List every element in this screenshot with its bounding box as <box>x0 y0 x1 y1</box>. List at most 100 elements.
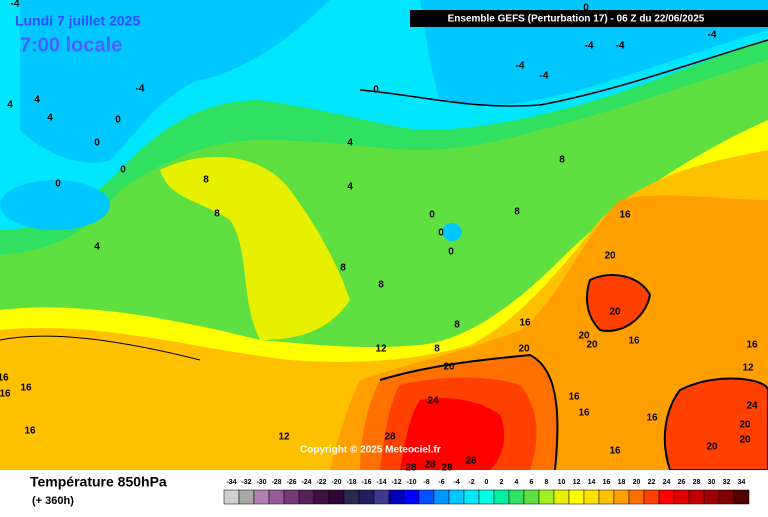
contour-label: 16 <box>519 318 531 329</box>
run-info: Ensemble GEFS (Perturbation 17) - 06 Z d… <box>448 14 705 25</box>
legend-swatch <box>568 489 585 505</box>
legend-swatch <box>553 489 570 505</box>
legend-label: 6 <box>530 479 534 486</box>
contour-label: 12 <box>742 363 754 374</box>
contour-label: 8 <box>454 320 460 331</box>
legend-swatch <box>343 489 360 505</box>
legend-label: -6 <box>438 479 444 486</box>
contour-label: -4 <box>585 41 594 52</box>
contour-label: 16 <box>746 340 758 351</box>
legend-label: -16 <box>361 479 371 486</box>
contour <box>379 353 559 471</box>
legend-label: -26 <box>286 479 296 486</box>
legend-label: 0 <box>485 479 489 486</box>
legend-swatch <box>583 489 600 505</box>
contour-label: 16 <box>578 408 590 419</box>
legend-swatch <box>313 489 330 505</box>
legend-label: -4 <box>453 479 459 486</box>
copyright: Copyright © 2025 Meteociel.fr <box>300 445 441 456</box>
contour-label: -4 <box>616 41 625 52</box>
legend-swatch <box>253 489 270 505</box>
legend-label: 14 <box>588 479 596 486</box>
legend-label: 22 <box>648 479 656 486</box>
temp-zone-10 <box>160 156 350 340</box>
legend-swatch <box>673 489 690 505</box>
legend-label: 26 <box>678 479 686 486</box>
legend-label: 34 <box>738 479 746 486</box>
contour-label: 16 <box>24 426 36 437</box>
legend-swatch <box>538 489 555 505</box>
contour-label: 16 <box>646 413 658 424</box>
legend-label: 18 <box>618 479 626 486</box>
legend-swatch <box>358 489 375 505</box>
contour-label: 4 <box>34 95 40 106</box>
contour-label: 8 <box>203 175 209 186</box>
contour-label: 20 <box>586 340 598 351</box>
contour-label: 20 <box>604 251 616 262</box>
contour-label: 28 <box>441 463 453 474</box>
contour-label: 28 <box>384 432 396 443</box>
contour-label: 8 <box>434 344 440 355</box>
cold-blob <box>0 180 110 230</box>
contour-label: 16 <box>609 446 621 457</box>
contour-label: 8 <box>214 209 220 220</box>
legend-swatch <box>373 489 390 505</box>
contour-label: 28 <box>465 456 477 467</box>
legend-swatch <box>523 489 540 505</box>
contour-label: -4 <box>11 0 20 10</box>
contour-label: 8 <box>340 263 346 274</box>
legend-swatch <box>403 489 420 505</box>
contour-label: 16 <box>20 383 32 394</box>
legend-swatch <box>418 489 435 505</box>
legend-swatch <box>478 489 495 505</box>
contour-label: 24 <box>746 401 758 412</box>
contour-label: 24 <box>427 396 439 407</box>
contour-label: 0 <box>448 247 454 258</box>
contour-label: 12 <box>278 432 290 443</box>
legend-swatch <box>388 489 405 505</box>
legend-label: -32 <box>241 479 251 486</box>
legend-swatch <box>298 489 315 505</box>
legend-label: 10 <box>558 479 566 486</box>
contour-label: 20 <box>578 331 590 342</box>
cold-blob <box>442 223 462 241</box>
legend-label: 30 <box>708 479 716 486</box>
legend-label: -34 <box>226 479 236 486</box>
contour-label: 8 <box>559 155 565 166</box>
contour-label: 16 <box>628 336 640 347</box>
legend-label: 12 <box>573 479 581 486</box>
contour-label: 0 <box>583 3 589 14</box>
legend-label: 24 <box>663 479 671 486</box>
contour-label: 0 <box>115 115 121 126</box>
contour-label: 0 <box>55 179 61 190</box>
legend-label: 32 <box>723 479 731 486</box>
contour-label: 0 <box>373 85 379 96</box>
legend-swatch <box>613 489 630 505</box>
contour-label: -4 <box>516 61 525 72</box>
contour <box>359 39 768 107</box>
legend-label: -20 <box>331 479 341 486</box>
contour-label: 20 <box>739 435 751 446</box>
legend-label: -28 <box>271 479 281 486</box>
legend-swatch <box>328 489 345 505</box>
contour-label: -4 <box>136 84 145 95</box>
legend-swatch <box>733 489 750 505</box>
contour-label: 0 <box>438 228 444 239</box>
warm-blob <box>663 377 768 471</box>
legend-label: 8 <box>545 479 549 486</box>
legend-swatch <box>658 489 675 505</box>
legend-swatch <box>268 489 285 505</box>
legend-swatch <box>688 489 705 505</box>
contour-label: 0 <box>94 138 100 149</box>
contour-label: 8 <box>514 207 520 218</box>
temp-zone-minus4 <box>20 0 768 163</box>
contour-label: 20 <box>518 344 530 355</box>
contour <box>0 335 201 361</box>
legend-label: -8 <box>423 479 429 486</box>
contour-label: 28 <box>405 463 417 474</box>
footer-title: Température 850hPa <box>30 474 167 490</box>
legend-label: -22 <box>316 479 326 486</box>
legend-label: 4 <box>515 479 519 486</box>
legend-label: -10 <box>406 479 416 486</box>
